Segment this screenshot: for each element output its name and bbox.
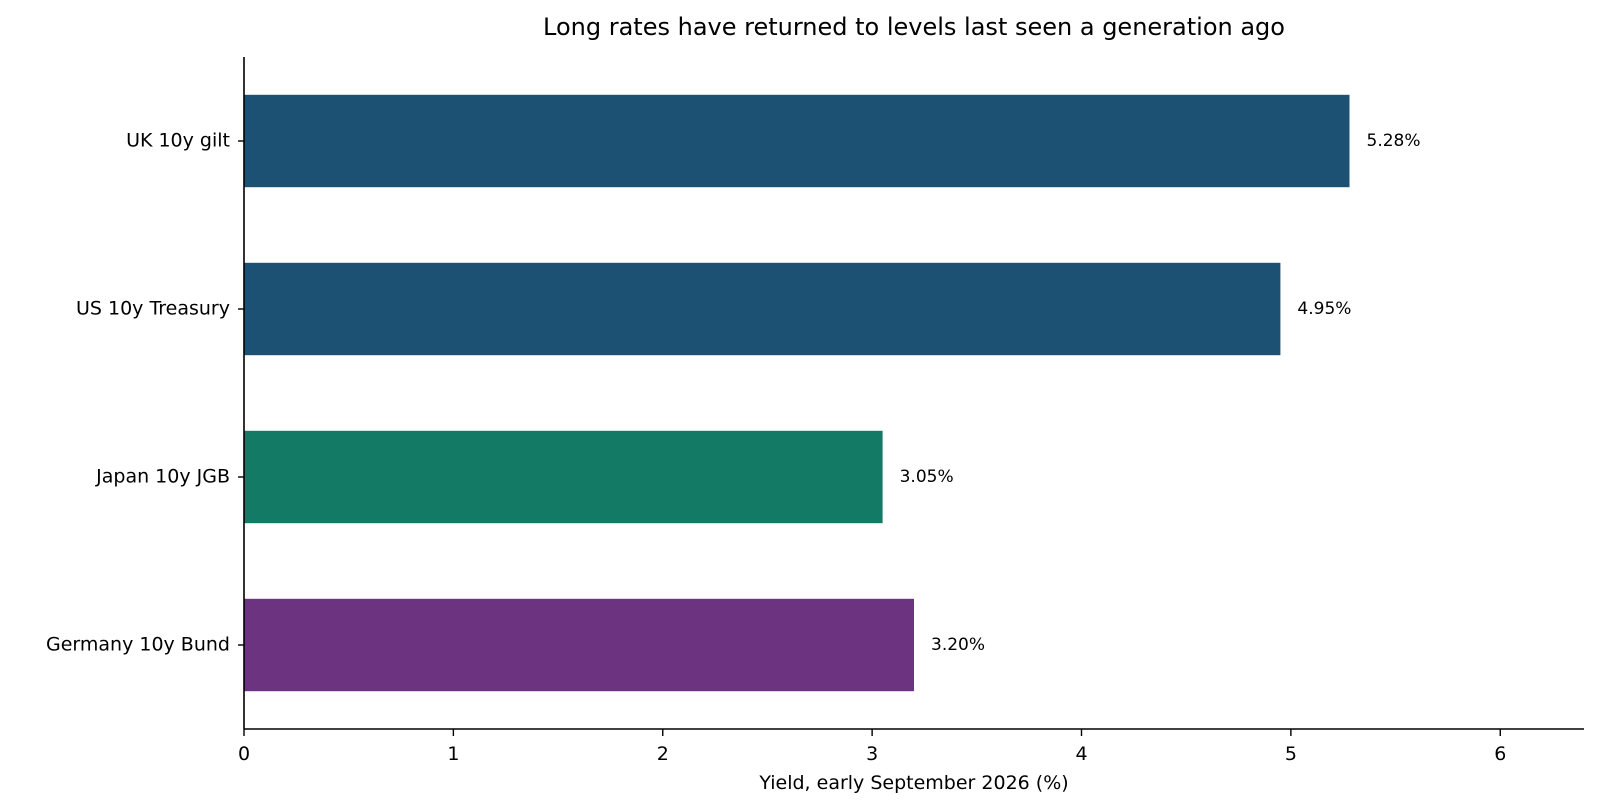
x-tick-label: 2 — [657, 743, 669, 765]
x-tick-label: 6 — [1494, 743, 1506, 765]
x-axis-label: Yield, early September 2026 (%) — [758, 772, 1068, 794]
data-label: 4.95% — [1297, 299, 1351, 319]
category-label: US 10y Treasury — [76, 298, 230, 320]
bars-group — [244, 94, 1350, 692]
x-tick-label: 5 — [1285, 743, 1297, 765]
x-tick-label: 0 — [238, 743, 250, 765]
bar — [244, 598, 914, 692]
data-label: 3.20% — [931, 635, 985, 655]
x-tick-label: 1 — [447, 743, 459, 765]
category-label: UK 10y gilt — [126, 130, 230, 152]
bar — [244, 262, 1281, 356]
chart-title: Long rates have returned to levels last … — [543, 13, 1285, 41]
data-label: 3.05% — [900, 467, 954, 487]
category-label: Japan 10y JGB — [95, 466, 230, 488]
value-labels: 5.28% 4.95% 3.05% 3.20% — [900, 131, 1421, 655]
category-labels: UK 10y gilt US 10y Treasury Japan 10y JGB G… — [46, 130, 244, 656]
x-tick-label: 4 — [1075, 743, 1087, 765]
bar — [244, 430, 883, 524]
data-label: 5.28% — [1367, 131, 1421, 151]
x-axis-ticks: 0 1 2 3 4 5 6 — [238, 729, 1506, 765]
category-label: Germany 10y Bund — [46, 634, 230, 656]
bar — [244, 94, 1350, 188]
x-tick-label: 3 — [866, 743, 878, 765]
